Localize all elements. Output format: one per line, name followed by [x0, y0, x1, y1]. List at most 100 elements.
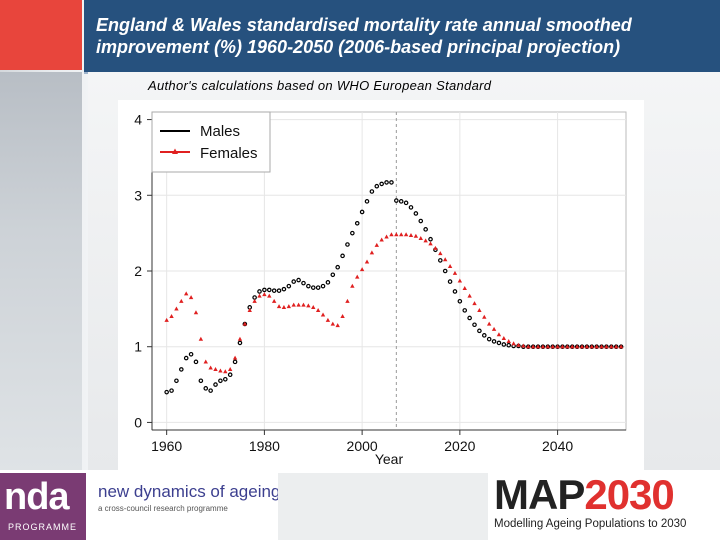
data-point-females [350, 283, 355, 288]
data-point-males [350, 230, 355, 236]
data-point-females [355, 274, 360, 279]
data-point-males [174, 378, 179, 384]
data-point-males [501, 342, 507, 347]
data-point-males [428, 236, 433, 242]
data-point-females [584, 344, 590, 349]
data-point-females [496, 332, 502, 337]
data-point-females [213, 367, 218, 372]
data-point-females [594, 344, 599, 349]
data-point-females [359, 267, 365, 272]
data-point-males [315, 285, 321, 290]
data-point-males [442, 268, 448, 274]
data-point-females [506, 339, 511, 344]
data-point-females [462, 286, 467, 291]
data-point-males [481, 333, 487, 338]
data-point-females [286, 304, 292, 309]
data-point-males [447, 279, 453, 284]
red-accent-block [0, 0, 82, 70]
data-point-females [335, 323, 340, 328]
data-point-females [550, 344, 555, 349]
data-point-females [389, 232, 394, 237]
data-point-females [570, 344, 575, 349]
data-point-females [467, 293, 472, 298]
slide-title: England & Wales standardised mortality r… [96, 15, 632, 57]
data-point-females [291, 302, 296, 307]
data-point-females [311, 304, 316, 309]
data-point-females [530, 344, 536, 349]
data-point-males [394, 198, 399, 203]
data-point-females [364, 259, 370, 264]
data-point-females [604, 344, 609, 349]
data-point-males [218, 378, 223, 384]
data-point-females [560, 344, 565, 349]
data-point-males [403, 200, 409, 206]
y-tick-label: 4 [134, 112, 142, 128]
data-point-females [257, 293, 262, 298]
data-point-males [379, 181, 384, 187]
data-point-females [203, 359, 208, 364]
data-point-males [384, 180, 389, 185]
data-point-males [438, 258, 443, 263]
data-point-females [237, 336, 243, 341]
data-point-males [462, 308, 468, 313]
x-tick-label: 1960 [151, 438, 182, 454]
data-point-females [223, 369, 228, 374]
legend-males-label: Males [200, 123, 240, 140]
legend-box [151, 111, 271, 173]
data-point-males [354, 221, 360, 226]
data-point-males [291, 279, 297, 284]
data-point-females [193, 310, 199, 315]
data-point-females [325, 317, 331, 322]
legend: Males Females [151, 111, 271, 173]
data-point-males [232, 359, 238, 365]
data-point-females [320, 312, 326, 317]
data-point-females [301, 302, 306, 307]
data-point-males [301, 280, 306, 286]
data-point-males [496, 340, 502, 346]
data-point-females [164, 317, 169, 322]
chart-container: 0 1 2 3 4 1960 1980 2000 2020 2040 Year Males Fem… [118, 100, 644, 470]
data-point-females [442, 257, 448, 262]
data-point-females [198, 336, 204, 341]
data-point-females [252, 298, 257, 303]
data-point-females [281, 304, 287, 309]
data-point-males [164, 389, 169, 395]
data-point-males [276, 288, 282, 293]
nda-programme-label: PROGRAMME [8, 522, 78, 532]
data-point-females [188, 295, 194, 300]
data-point-males [413, 211, 419, 216]
x-tick-label: 1980 [249, 438, 280, 454]
data-point-males [286, 283, 292, 289]
data-point-females [208, 365, 213, 370]
data-point-females [271, 298, 277, 303]
data-point-females [565, 344, 570, 349]
data-point-females [457, 278, 463, 283]
data-point-females [345, 298, 350, 303]
data-point-males [306, 283, 311, 289]
data-point-females [472, 301, 477, 306]
data-point-females [579, 344, 585, 349]
nda-logo-block [0, 473, 86, 540]
data-point-females [511, 341, 516, 346]
data-point-males [281, 286, 287, 292]
data-point-females [340, 314, 345, 319]
data-point-females [447, 264, 453, 269]
data-point-males [472, 322, 477, 328]
data-point-females [374, 242, 379, 247]
data-point-females [384, 234, 389, 239]
data-point-females [379, 237, 384, 242]
data-point-males [364, 199, 370, 204]
data-point-females [618, 344, 624, 349]
data-point-males [335, 264, 340, 270]
data-point-males [477, 328, 482, 334]
data-point-males [345, 242, 350, 247]
data-point-males [222, 376, 228, 382]
data-point-females [501, 335, 507, 340]
data-point-males [369, 189, 375, 194]
data-point-females [482, 314, 487, 319]
map-logo-right: 2030 [584, 471, 674, 518]
data-point-males [271, 288, 277, 293]
y-tick-label: 2 [134, 263, 142, 279]
data-point-males [208, 388, 213, 393]
y-tick-label: 3 [134, 187, 142, 203]
